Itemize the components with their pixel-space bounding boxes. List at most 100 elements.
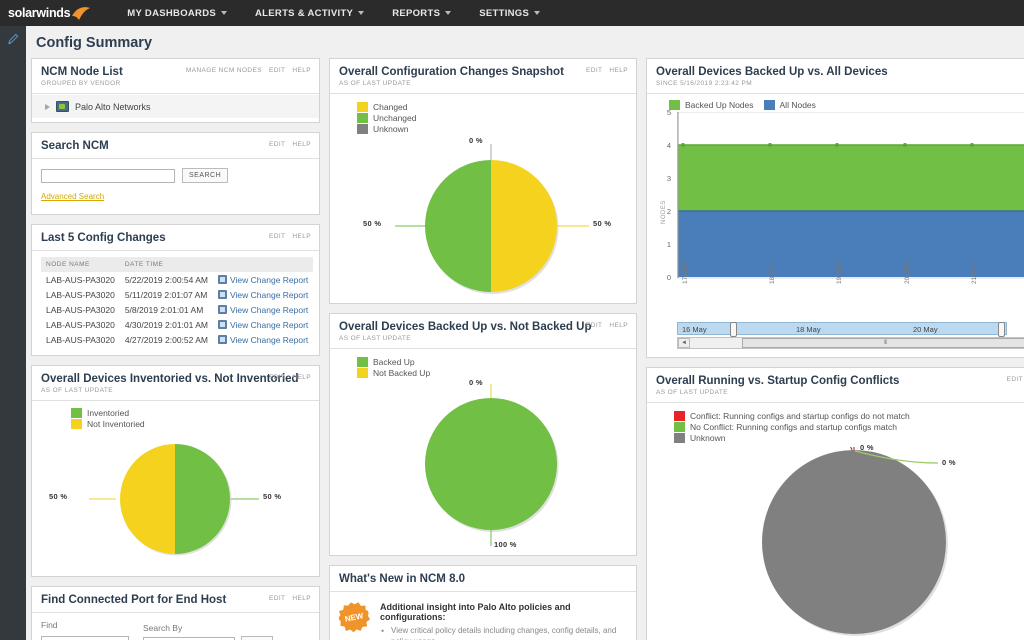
- edit-link[interactable]: EDIT: [586, 67, 603, 74]
- table-wrapper: NODE NAME DATE TIME LAB-AUS-PA3020 5/22/…: [32, 251, 319, 355]
- manage-ncm-nodes-link[interactable]: MANAGE NCM NODES: [185, 67, 262, 74]
- legend-swatch: [763, 100, 775, 110]
- view-change-report-link[interactable]: View Change Report: [230, 274, 309, 285]
- cell-report[interactable]: View Change Report: [213, 332, 313, 347]
- widget-title: Overall Running vs. Startup Config Confl…: [656, 375, 900, 387]
- table-row[interactable]: LAB-AUS-PA3020 5/8/2019 2:01:01 AM View …: [41, 302, 313, 317]
- scroll-left-arrow-icon[interactable]: ◄: [678, 338, 690, 348]
- pie-chart-inventoried: 50 % 50 %: [41, 433, 310, 561]
- nav-item-alerts-activity[interactable]: ALERTS & ACTIVITY: [241, 0, 378, 26]
- legend-swatch: [674, 422, 685, 432]
- legend-item: Not Inventoried: [71, 419, 310, 429]
- chart-scrollbar[interactable]: ◄ III: [677, 337, 1024, 349]
- vendor-icon: [56, 101, 69, 112]
- legend-label: Not Backed Up: [373, 368, 431, 378]
- help-link[interactable]: HELP: [292, 233, 311, 240]
- whats-new-list: View critical policy details including c…: [380, 625, 627, 640]
- help-link[interactable]: HELP: [292, 374, 311, 381]
- table-row[interactable]: LAB-AUS-PA3020 5/22/2019 2:00:54 AM View…: [41, 272, 313, 287]
- widget-title: NCM Node List: [41, 66, 123, 78]
- x-tick-0: 17/05/19: [682, 258, 689, 284]
- search-by-select[interactable]: IP Address: [143, 636, 235, 640]
- legend-item: Changed: [357, 102, 627, 112]
- nav-item-reports[interactable]: REPORTS: [378, 0, 465, 26]
- cell-report[interactable]: View Change Report: [213, 317, 313, 332]
- view-change-report-link[interactable]: View Change Report: [230, 319, 309, 330]
- widget-header: Overall Devices Backed Up vs. All Device…: [647, 59, 1024, 94]
- legend-swatch: [357, 368, 368, 378]
- slider-handle-right[interactable]: [998, 322, 1005, 337]
- legend-label: Backed Up Nodes: [685, 100, 754, 110]
- list-item[interactable]: Palo Alto Networks: [32, 94, 319, 118]
- legend-item: Conflict: Running configs and startup co…: [674, 411, 1022, 421]
- legend-item: Backed Up Nodes: [669, 100, 754, 110]
- widget-find-connected-port: Find Connected Port for End Host EDIT HE…: [31, 586, 320, 640]
- cell-node-name[interactable]: LAB-AUS-PA3020: [46, 319, 115, 330]
- x-tick-4: 21/05/19: [971, 258, 978, 284]
- legend-swatch: [357, 124, 368, 134]
- pie-body: Backed Up Not Backed Up: [330, 349, 636, 568]
- find-input[interactable]: [41, 636, 129, 640]
- area-chart-svg: [677, 112, 1024, 279]
- view-change-report-link[interactable]: View Change Report: [230, 304, 309, 315]
- table-row[interactable]: LAB-AUS-PA3020 4/27/2019 2:00:52 AM View…: [41, 332, 313, 347]
- widget-config-changes-snapshot: Overall Configuration Changes Snapshot A…: [329, 58, 637, 304]
- search-row: SEARCH: [41, 168, 310, 183]
- edit-link[interactable]: EDIT: [586, 322, 603, 329]
- y-tick-3: 3: [666, 174, 671, 183]
- edit-link[interactable]: EDIT: [269, 374, 286, 381]
- edit-link[interactable]: EDIT: [269, 67, 286, 74]
- help-link[interactable]: HELP: [292, 595, 311, 602]
- view-change-report-link[interactable]: View Change Report: [230, 334, 309, 345]
- search-by-value: IP Address: [147, 639, 188, 640]
- top-navigation-bar: solarwinds MY DASHBOARDS ALERTS & ACTIVI…: [0, 0, 1024, 26]
- cell-report[interactable]: View Change Report: [213, 272, 313, 287]
- cell-report[interactable]: View Change Report: [213, 287, 313, 302]
- edit-link[interactable]: EDIT: [269, 141, 286, 148]
- nav-label: ALERTS & ACTIVITY: [255, 7, 354, 19]
- expand-triangle-icon[interactable]: [45, 103, 50, 110]
- chart-legend: Inventoried Not Inventoried: [71, 408, 310, 429]
- help-link[interactable]: HELP: [609, 67, 628, 74]
- widget-backed-up-pie: Overall Devices Backed Up vs. Not Backed…: [329, 313, 637, 556]
- solarwinds-logo[interactable]: solarwinds: [8, 5, 91, 21]
- edit-link[interactable]: EDIT: [1006, 376, 1023, 383]
- widget-title: Overall Devices Inventoried vs. Not Inve…: [41, 373, 299, 385]
- legend-item: Backed Up: [357, 357, 627, 367]
- edit-page-button[interactable]: [0, 26, 26, 52]
- cell-date-time: 5/22/2019 2:00:54 AM: [124, 274, 209, 285]
- legend-label: Backed Up: [373, 357, 415, 367]
- x-tick-2: 19/05/19: [836, 258, 843, 284]
- nav-item-my-dashboards[interactable]: MY DASHBOARDS: [113, 0, 241, 26]
- view-change-report-link[interactable]: View Change Report: [230, 289, 309, 300]
- cell-node-name[interactable]: LAB-AUS-PA3020: [46, 304, 115, 315]
- find-button[interactable]: FIND: [241, 636, 274, 640]
- slider-handle-left[interactable]: [730, 322, 737, 337]
- report-icon: [218, 319, 228, 329]
- legend-item: No Conflict: Running configs and startup…: [674, 422, 1022, 432]
- pie-chart-conflicts: 0 % 0 %: [656, 439, 1022, 637]
- search-button[interactable]: SEARCH: [182, 168, 229, 183]
- help-link[interactable]: HELP: [292, 67, 311, 74]
- search-by-label: Search By: [143, 623, 183, 633]
- search-input[interactable]: [41, 168, 175, 183]
- x-tick-1: 18/05/19: [769, 258, 776, 284]
- advanced-search-link[interactable]: Advanced Search: [41, 192, 105, 201]
- cell-node-name[interactable]: LAB-AUS-PA3020: [46, 289, 115, 300]
- scroll-thumb[interactable]: III: [742, 338, 1024, 348]
- column-header-date-time: DATE TIME: [119, 257, 214, 272]
- widget-ncm-node-list: NCM Node List GROUPED BY VENDOR MANAGE N…: [31, 58, 320, 123]
- widget-header: Overall Devices Backed Up vs. Not Backed…: [330, 314, 636, 349]
- cell-node-name[interactable]: LAB-AUS-PA3020: [46, 274, 115, 285]
- help-link[interactable]: HELP: [609, 322, 628, 329]
- nav-item-settings[interactable]: SETTINGS: [465, 0, 554, 26]
- help-link[interactable]: HELP: [292, 141, 311, 148]
- pie-label-top: 0 %: [469, 136, 483, 145]
- date-range-slider[interactable]: 16 May 18 May 20 May: [677, 322, 1007, 337]
- cell-node-name[interactable]: LAB-AUS-PA3020: [46, 334, 115, 345]
- cell-report[interactable]: View Change Report: [213, 302, 313, 317]
- table-row[interactable]: LAB-AUS-PA3020 4/30/2019 2:01:01 AM View…: [41, 317, 313, 332]
- edit-link[interactable]: EDIT: [269, 233, 286, 240]
- edit-link[interactable]: EDIT: [269, 595, 286, 602]
- table-row[interactable]: LAB-AUS-PA3020 5/11/2019 2:01:07 AM View…: [41, 287, 313, 302]
